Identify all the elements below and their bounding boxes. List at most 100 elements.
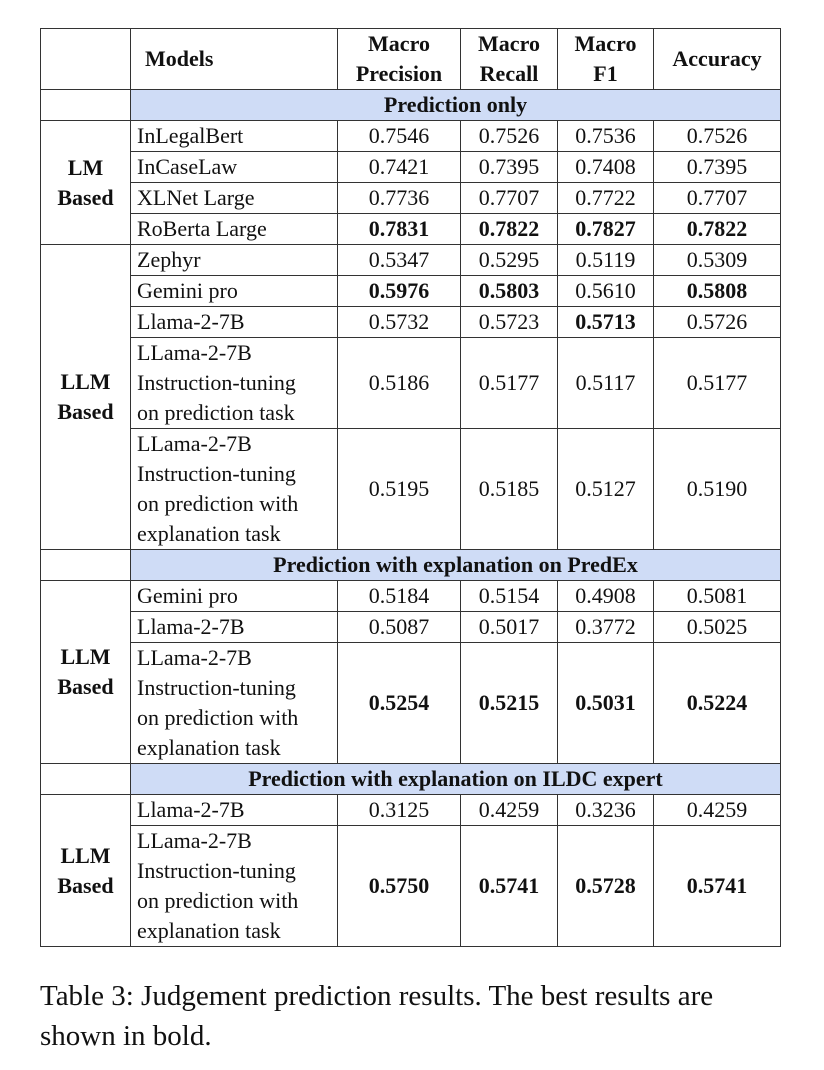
- model-name-line: LLama-2-7B: [137, 828, 252, 853]
- model-name-cell: LLama-2-7B Instruction-tuning on predictio…: [130, 428, 338, 550]
- model-name-cell: XLNet Large: [130, 182, 338, 214]
- group-label-line: Based: [57, 399, 114, 424]
- group-label-line: LLM: [60, 644, 111, 669]
- recall-cell: 0.7395: [460, 151, 558, 183]
- accuracy-cell: 0.7526: [653, 120, 781, 152]
- accuracy-cell: 0.5025: [653, 611, 781, 643]
- table-body: Prediction only LM Based InLegalBert 0.7546 0…: [40, 89, 781, 947]
- recall-cell: 0.7822: [460, 213, 558, 245]
- header-macro-f1-line2: F1: [593, 61, 618, 86]
- precision-cell: 0.7831: [337, 213, 461, 245]
- f1-cell: 0.3236: [557, 794, 654, 826]
- model-name-line: explanation task: [137, 918, 281, 943]
- group-label-line: LM: [67, 154, 104, 180]
- model-name-line: on prediction with: [137, 491, 299, 516]
- model-name-line: Zephyr: [137, 247, 201, 272]
- accuracy-cell: 0.5081: [653, 580, 781, 612]
- recall-cell: 0.5295: [460, 244, 558, 276]
- recall-cell: 0.5723: [460, 306, 558, 338]
- model-name-cell: Llama-2-7B: [130, 611, 338, 643]
- table-row: LLama-2-7B Instruction-tuning on predictio…: [41, 825, 781, 947]
- model-name-line: Instruction-tuning: [137, 461, 296, 486]
- table-row: LLM Based Llama-2-7B 0.3125 0.4259 0.3236 0.42…: [40, 794, 781, 947]
- group-label-line: LLM: [60, 842, 111, 868]
- accuracy-cell: 0.7395: [653, 151, 781, 183]
- table-row: LLama-2-7B Instruction-tuning on predictio…: [41, 642, 781, 764]
- table-row: LLM Based Gemini pro 0.5184 0.5154 0.4908 0.50…: [40, 580, 781, 764]
- precision-cell: 0.7421: [337, 151, 461, 183]
- group-label-line: Based: [57, 184, 114, 210]
- results-table: Models Macro Precision Macro Recall Macr…: [40, 28, 781, 947]
- section-header-row: Prediction with explanation on PredEx: [40, 549, 781, 581]
- accuracy-cell: 0.4259: [653, 794, 781, 826]
- section-empty-cell: [40, 763, 131, 795]
- f1-cell: 0.5117: [557, 337, 654, 429]
- f1-cell: 0.7536: [557, 120, 654, 152]
- model-name-cell: LLama-2-7B Instruction-tuning on predictio…: [130, 642, 338, 764]
- f1-cell: 0.3772: [557, 611, 654, 643]
- model-name-line: InCaseLaw: [137, 154, 238, 179]
- model-name-line: Gemini pro: [137, 583, 238, 608]
- table-row: Llama-2-7B 0.5732 0.5723 0.5713 0.5726: [41, 306, 781, 338]
- accuracy-cell: 0.5190: [653, 428, 781, 550]
- section-header-row: Prediction with explanation on ILDC expe…: [40, 763, 781, 795]
- table-row: LM Based InLegalBert 0.7546 0.7526 0.7536 0.75…: [40, 120, 781, 245]
- precision-cell: 0.7736: [337, 182, 461, 214]
- header-macro-precision-line2: Precision: [355, 61, 443, 86]
- model-name-cell: Zephyr: [130, 244, 338, 276]
- model-name-cell: RoBerta Large: [130, 213, 338, 245]
- header-empty-cell: [40, 28, 131, 90]
- section-empty-cell: [40, 89, 131, 121]
- table-row: XLNet Large 0.7736 0.7707 0.7722 0.7707: [41, 182, 781, 214]
- header-macro-precision-line1: Macro: [368, 31, 430, 56]
- model-name-line: Gemini pro: [137, 278, 238, 303]
- model-name-line: explanation task: [137, 735, 281, 760]
- model-name-line: on prediction with: [137, 888, 299, 913]
- group-label-line: Based: [57, 674, 114, 699]
- model-name-line: Llama-2-7B: [137, 797, 245, 822]
- f1-cell: 0.5119: [557, 244, 654, 276]
- precision-cell: 0.5087: [337, 611, 461, 643]
- recall-cell: 0.5177: [460, 337, 558, 429]
- model-name-line: InLegalBert: [137, 123, 244, 148]
- model-name-cell: LLama-2-7B Instruction-tuning on predictio…: [130, 825, 338, 947]
- f1-cell: 0.5610: [557, 275, 654, 307]
- model-name-cell: InLegalBert: [130, 120, 338, 152]
- model-name-line: Instruction-tuning: [137, 370, 296, 395]
- recall-cell: 0.5017: [460, 611, 558, 643]
- model-name-cell: InCaseLaw: [130, 151, 338, 183]
- group-label: LLM Based: [40, 794, 131, 947]
- section-title: Prediction with explanation on ILDC expe…: [130, 763, 781, 795]
- precision-cell: 0.5195: [337, 428, 461, 550]
- table-caption: Table 3: Judgement prediction results. T…: [40, 980, 714, 1052]
- recall-cell: 0.7526: [460, 120, 558, 152]
- section-empty-cell: [40, 549, 131, 581]
- accuracy-cell: 0.7707: [653, 182, 781, 214]
- model-name-line: LLama-2-7B: [137, 431, 252, 456]
- recall-cell: 0.7707: [460, 182, 558, 214]
- accuracy-cell: 0.5224: [653, 642, 781, 764]
- model-name-line: Instruction-tuning: [137, 675, 296, 700]
- model-name-cell: LLama-2-7B Instruction-tuning on predictio…: [130, 337, 338, 429]
- table-row: InCaseLaw 0.7421 0.7395 0.7408 0.7395: [41, 151, 781, 183]
- precision-cell: 0.5347: [337, 244, 461, 276]
- model-name-line: Llama-2-7B: [137, 309, 245, 334]
- model-name-line: explanation task: [137, 521, 281, 546]
- f1-cell: 0.7408: [557, 151, 654, 183]
- accuracy-cell: 0.5309: [653, 244, 781, 276]
- model-name-cell: Gemini pro: [130, 580, 338, 612]
- recall-cell: 0.5803: [460, 275, 558, 307]
- model-name-line: RoBerta Large: [137, 216, 267, 241]
- header-accuracy: Accuracy: [653, 28, 781, 90]
- recall-cell: 0.5215: [460, 642, 558, 764]
- precision-cell: 0.3125: [337, 794, 461, 826]
- recall-cell: 0.5741: [460, 825, 558, 947]
- group-label-line: LLM: [60, 369, 111, 394]
- table-row: Gemini pro 0.5976 0.5803 0.5610 0.5808: [41, 275, 781, 307]
- recall-cell: 0.5154: [460, 580, 558, 612]
- model-name-line: XLNet Large: [137, 185, 255, 210]
- accuracy-cell: 0.7822: [653, 213, 781, 245]
- table-row: LLama-2-7B Instruction-tuning on predictio…: [41, 428, 781, 550]
- model-name-line: on prediction task: [137, 400, 295, 425]
- f1-cell: 0.7827: [557, 213, 654, 245]
